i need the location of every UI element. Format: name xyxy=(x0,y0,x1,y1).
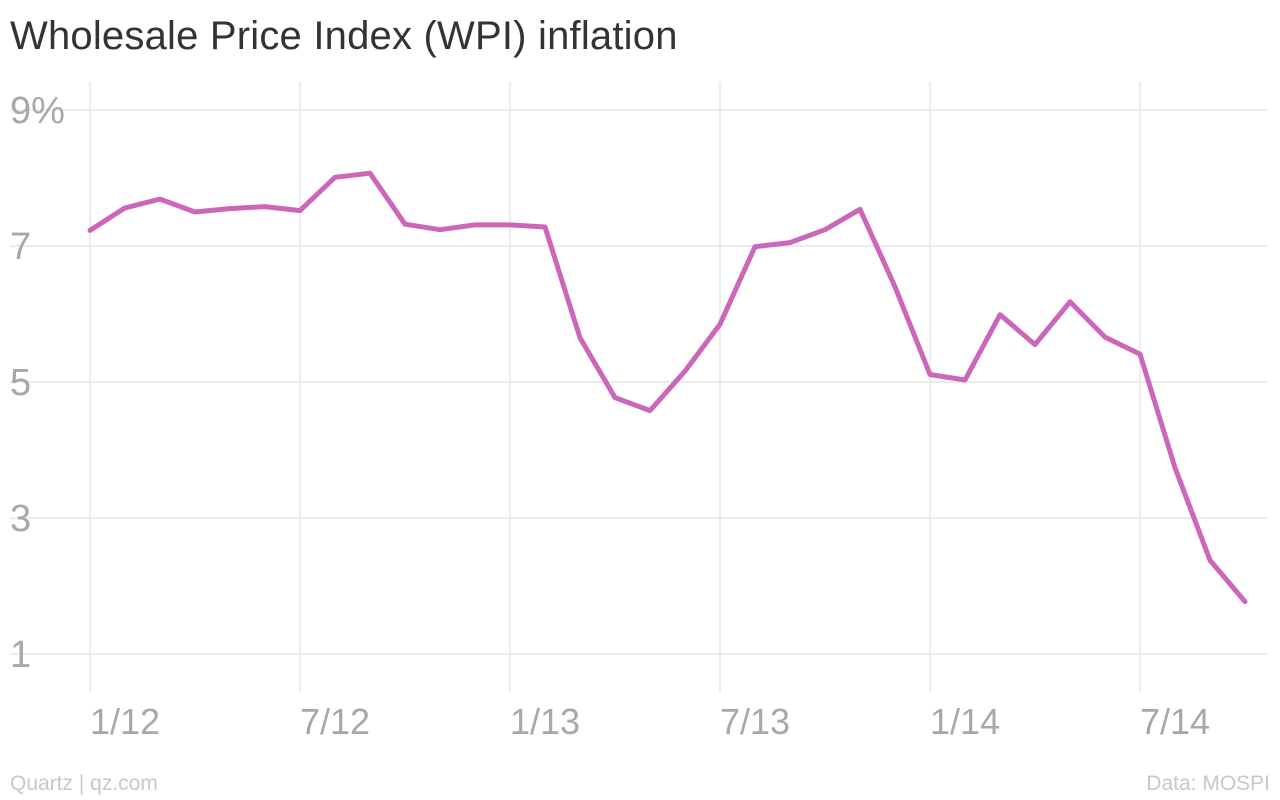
data-source: Data: MOSPI xyxy=(1146,772,1270,795)
x-tick-label: 1/14 xyxy=(930,701,1000,742)
vertical-gridlines xyxy=(89,82,1141,692)
y-axis-tick-labels: 9% 7 5 3 1 xyxy=(10,90,65,676)
x-axis-tick-labels: 1/12 7/12 1/13 7/13 1/14 7/14 xyxy=(90,701,1210,742)
x-tick-label: 7/14 xyxy=(1140,701,1210,742)
horizontal-gridlines xyxy=(10,109,1268,655)
x-tick-label: 1/12 xyxy=(90,701,160,742)
y-tick-label: 7 xyxy=(10,226,31,268)
series-group xyxy=(87,170,1248,605)
y-tick-label: 5 xyxy=(10,362,31,404)
source-credit: Quartz | qz.com xyxy=(10,772,158,795)
chart-title: Wholesale Price Index (WPI) inflation xyxy=(10,14,678,58)
y-tick-label: 9% xyxy=(10,90,65,132)
y-tick-label: 3 xyxy=(10,498,31,540)
x-tick-label: 1/13 xyxy=(510,701,580,742)
x-tick-label: 7/12 xyxy=(300,701,370,742)
series-line xyxy=(87,170,1248,605)
y-tick-label: 1 xyxy=(10,634,31,676)
x-tick-label: 7/13 xyxy=(720,701,790,742)
